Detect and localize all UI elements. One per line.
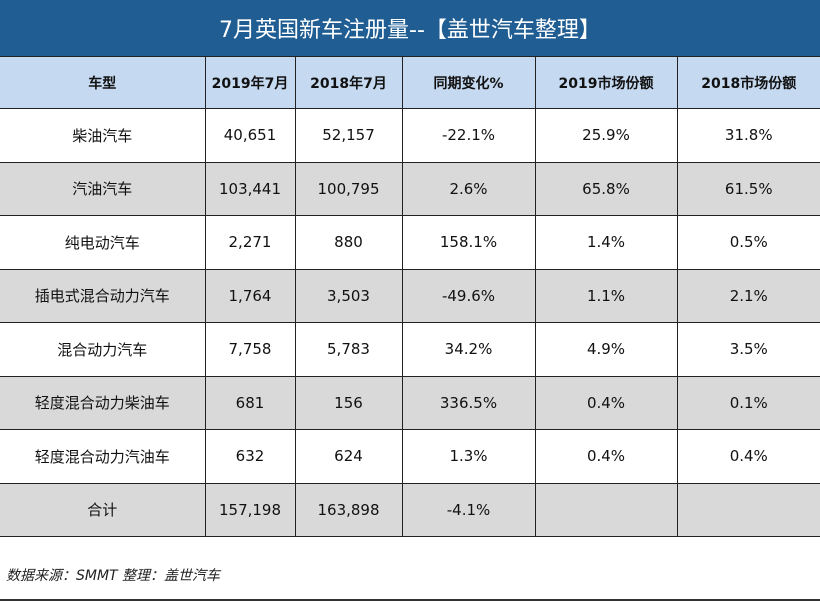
table-row: 轻度混合动力汽油车 632 624 1.3% 0.4% 0.4% bbox=[0, 429, 820, 484]
registrations-table: 车型 2019年7月 2018年7月 同期变化% 2019市场份额 2018市场份额 柴油… bbox=[0, 56, 820, 537]
table-cell: 1.4% bbox=[534, 215, 678, 270]
table-cell: 157,198 bbox=[204, 482, 296, 537]
table-cell: 2.6% bbox=[401, 161, 536, 216]
table-cell: -22.1% bbox=[401, 108, 536, 163]
table-cell: 2,271 bbox=[204, 215, 296, 270]
table-cell: 轻度混合动力柴油车 bbox=[0, 375, 206, 430]
table-cell: 0.4% bbox=[676, 429, 820, 484]
table-cell: 158.1% bbox=[401, 215, 536, 270]
table-cell: 1.1% bbox=[534, 268, 678, 323]
table-cell: 880 bbox=[294, 215, 403, 270]
column-header: 车型 bbox=[0, 56, 206, 109]
column-header: 2019市场份额 bbox=[534, 56, 678, 109]
source-note: 数据来源：SMMT 整理：盖世汽车 bbox=[6, 568, 221, 584]
table-row: 混合动力汽车 7,758 5,783 34.2% 4.9% 3.5% bbox=[0, 322, 820, 377]
table-row: 柴油汽车 40,651 52,157 -22.1% 25.9% 31.8% bbox=[0, 108, 820, 163]
table-cell: 25.9% bbox=[534, 108, 678, 163]
table-cell: 3,503 bbox=[294, 268, 403, 323]
table-cell bbox=[534, 482, 678, 537]
table-row: 插电式混合动力汽车 1,764 3,503 -49.6% 1.1% 2.1% bbox=[0, 268, 820, 323]
table-cell: 34.2% bbox=[401, 322, 536, 377]
table-cell: 4.9% bbox=[534, 322, 678, 377]
table-cell: -49.6% bbox=[401, 268, 536, 323]
table-cell: 轻度混合动力汽油车 bbox=[0, 429, 206, 484]
table-cell: 100,795 bbox=[294, 161, 403, 216]
table-cell: 插电式混合动力汽车 bbox=[0, 268, 206, 323]
table-cell: 103,441 bbox=[204, 161, 296, 216]
table-cell: 624 bbox=[294, 429, 403, 484]
table-cell: 3.5% bbox=[676, 322, 820, 377]
table-row: 纯电动汽车 2,271 880 158.1% 1.4% 0.5% bbox=[0, 215, 820, 270]
table-cell: 混合动力汽车 bbox=[0, 322, 206, 377]
table-cell: 汽油汽车 bbox=[0, 161, 206, 216]
table-title: 7月英国新车注册量--【盖世汽车整理】 bbox=[0, 0, 820, 56]
column-header: 2018年7月 bbox=[294, 56, 403, 109]
table-cell: 632 bbox=[204, 429, 296, 484]
table-cell bbox=[676, 482, 820, 537]
table-cell: 681 bbox=[204, 375, 296, 430]
table-cell: 336.5% bbox=[401, 375, 536, 430]
divider bbox=[0, 599, 820, 601]
table-cell: 156 bbox=[294, 375, 403, 430]
table-cell: 5,783 bbox=[294, 322, 403, 377]
table-cell: 65.8% bbox=[534, 161, 678, 216]
table-cell: 1.3% bbox=[401, 429, 536, 484]
table-cell: 7,758 bbox=[204, 322, 296, 377]
column-header: 同期变化% bbox=[401, 56, 536, 109]
table-cell: 合计 bbox=[0, 482, 206, 537]
table-cell: 2.1% bbox=[676, 268, 820, 323]
table-row: 轻度混合动力柴油车 681 156 336.5% 0.4% 0.1% bbox=[0, 375, 820, 430]
column-header: 2018市场份额 bbox=[676, 56, 820, 109]
table-cell: -4.1% bbox=[401, 482, 536, 537]
table-cell: 40,651 bbox=[204, 108, 296, 163]
table-cell: 31.8% bbox=[676, 108, 820, 163]
table-cell: 52,157 bbox=[294, 108, 403, 163]
table-cell: 163,898 bbox=[294, 482, 403, 537]
header-row: 车型 2019年7月 2018年7月 同期变化% 2019市场份额 2018市场份额 bbox=[0, 56, 820, 109]
table-cell: 0.1% bbox=[676, 375, 820, 430]
table-cell: 61.5% bbox=[676, 161, 820, 216]
total-row: 合计 157,198 163,898 -4.1% bbox=[0, 482, 820, 537]
column-header: 2019年7月 bbox=[204, 56, 296, 109]
table-cell: 柴油汽车 bbox=[0, 108, 206, 163]
table-cell: 1,764 bbox=[204, 268, 296, 323]
table-row: 汽油汽车 103,441 100,795 2.6% 65.8% 61.5% bbox=[0, 161, 820, 216]
table-cell: 0.5% bbox=[676, 215, 820, 270]
table-cell: 0.4% bbox=[534, 429, 678, 484]
table-cell: 0.4% bbox=[534, 375, 678, 430]
table-cell: 纯电动汽车 bbox=[0, 215, 206, 270]
